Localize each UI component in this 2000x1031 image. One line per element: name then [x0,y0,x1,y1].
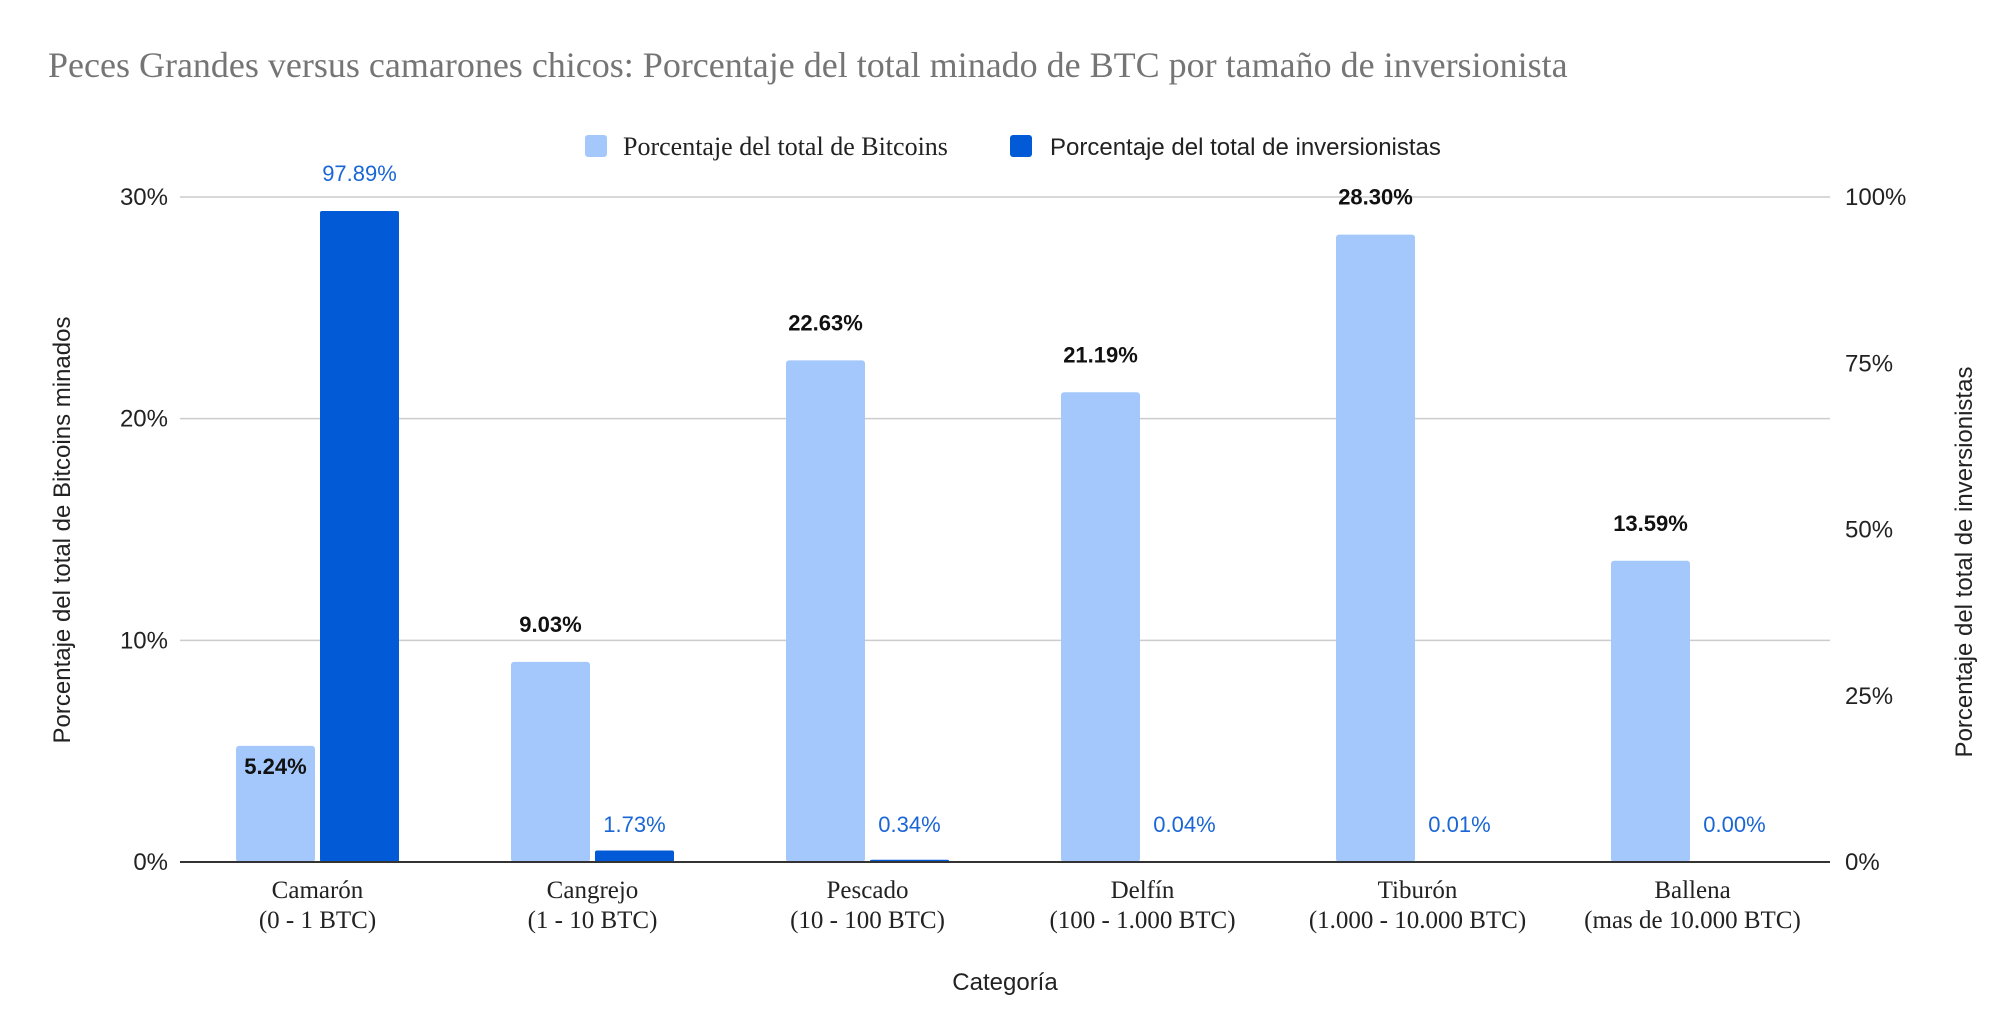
legend-label-bitcoins: Porcentaje del total de Bitcoins [623,132,948,161]
category-range: (1.000 - 10.000 BTC) [1309,907,1526,934]
data-label-investors: 0.04% [1153,812,1215,837]
data-label-bitcoins: 28.30% [1338,185,1413,210]
data-label-investors: 0.00% [1703,812,1765,837]
category-name: Cangrejo [547,877,639,904]
data-labels: 5.24% 97.89% 9.03% 1.73% 22.63% 0.34% 21.19% 0.… [244,161,1765,837]
category-range: (mas de 10.000 BTC) [1584,907,1801,934]
bar-bitcoins [1336,234,1415,862]
gridlines [180,196,1830,642]
right-axis-ticks: 0% 25% 50% 75% 100% [1845,184,1906,876]
x-axis-title: Categoría [952,969,1058,996]
bar-bitcoins [1611,560,1690,862]
y-tick-left: 20% [120,406,168,433]
category-range: (100 - 1.000 BTC) [1049,907,1235,934]
category-name: Camarón [272,877,364,904]
category-name: Tiburón [1378,877,1458,904]
legend-swatch-bitcoins [585,135,607,157]
data-label-investors: 1.73% [603,812,665,837]
bar-bitcoins [1061,392,1140,862]
bar-investors [320,211,399,862]
data-label-investors: 0.01% [1428,812,1490,837]
category-name: Delfín [1111,877,1175,904]
bars [236,211,1690,862]
data-label-bitcoins: 13.59% [1613,511,1688,536]
category-range: (1 - 10 BTC) [528,907,658,934]
category-name: Pescado [827,877,909,904]
category-name: Ballena [1654,877,1730,904]
data-label-investors: 0.34% [878,812,940,837]
y-axis-title-left: Porcentaje del total de Bitcoins minados [49,317,76,744]
y-tick-left: 0% [133,849,168,876]
bar-investors [595,850,674,862]
y-tick-right: 50% [1845,517,1893,544]
category-labels: Camarón (0 - 1 BTC) Cangrejo (1 - 10 BTC) Pe… [259,877,1801,934]
data-label-bitcoins: 21.19% [1063,342,1138,367]
y-tick-right: 0% [1845,849,1880,876]
y-tick-left: 10% [120,627,168,654]
y-axis-title-right: Porcentaje del total de inversionistas [1951,367,1978,758]
chart-title: Peces Grandes versus camarones chicos: P… [48,45,1568,85]
category-range: (10 - 100 BTC) [790,907,945,934]
legend: Porcentaje del total de Bitcoins Porcent… [585,132,1441,161]
data-label-bitcoins: 9.03% [519,612,581,637]
bar-bitcoins [786,360,865,862]
bar-bitcoins [511,661,590,862]
y-tick-right: 25% [1845,683,1893,710]
data-label-bitcoins: 22.63% [788,310,863,335]
y-tick-right: 75% [1845,350,1893,377]
category-range: (0 - 1 BTC) [259,907,376,934]
left-axis-ticks: 0% 10% 20% 30% [120,184,168,876]
y-tick-right: 100% [1845,184,1906,211]
data-label-investors: 97.89% [322,161,397,186]
y-tick-left: 30% [120,184,168,211]
data-label-bitcoins: 5.24% [244,754,306,779]
legend-label-investors: Porcentaje del total de inversionistas [1050,134,1441,161]
bar-bitcoins [236,745,315,862]
legend-swatch-investors [1010,135,1032,157]
